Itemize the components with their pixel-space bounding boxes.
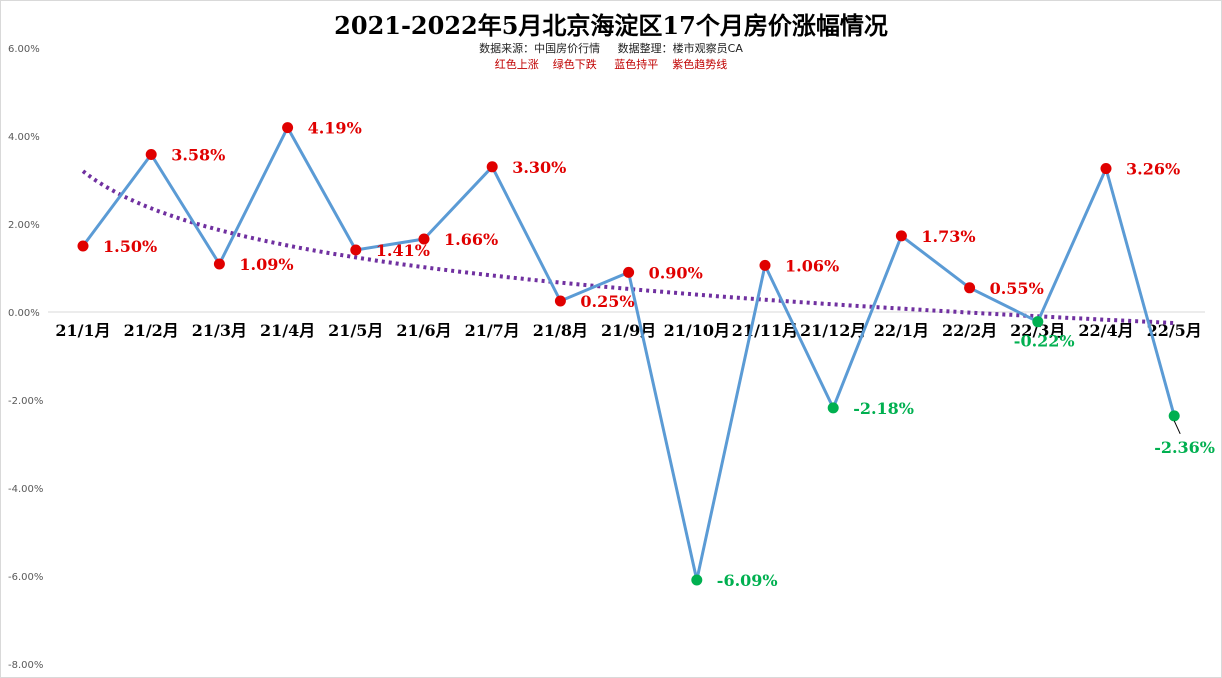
label-leader-line xyxy=(1173,420,1181,435)
trend-line xyxy=(81,169,1175,325)
y-tick-label: -2.00% xyxy=(8,396,43,407)
x-tick-label: 21/2月 xyxy=(124,321,179,340)
chart-title: 2021-2022年5月北京海淀区17个月房价涨幅情况 xyxy=(334,11,888,40)
data-point xyxy=(350,244,362,256)
data-label: 1.66% xyxy=(444,230,498,249)
x-tick-label: 21/5月 xyxy=(328,321,383,340)
y-tick-label: 6.00% xyxy=(8,44,40,55)
data-point xyxy=(895,230,907,242)
data-point xyxy=(145,148,157,160)
data-label: -2.36% xyxy=(1154,438,1215,457)
data-label: 1.50% xyxy=(103,237,157,256)
data-point xyxy=(623,266,635,278)
x-tick-label: 22/3月 xyxy=(1010,321,1065,340)
data-point xyxy=(1168,410,1180,422)
x-tick-label: 22/5月 xyxy=(1147,321,1202,340)
x-tick-label: 21/9月 xyxy=(601,321,656,340)
x-tick-label: 21/11月 xyxy=(732,321,798,340)
x-tick-label: 21/7月 xyxy=(465,321,520,340)
data-point xyxy=(282,122,294,134)
data-label: 0.55% xyxy=(990,279,1044,298)
x-tick-label: 22/2月 xyxy=(942,321,997,340)
x-tick-label: 21/3月 xyxy=(192,321,247,340)
data-label: 1.73% xyxy=(921,227,975,246)
data-label: 3.26% xyxy=(1126,160,1180,179)
y-tick-label: 0.00% xyxy=(8,308,40,319)
y-tick-label: -4.00% xyxy=(8,484,43,495)
y-tick-label: 4.00% xyxy=(8,132,40,143)
data-label: -6.09% xyxy=(717,571,778,590)
y-tick-label: 2.00% xyxy=(8,220,40,231)
chart-legend-note: 红色上涨 绿色下跌 蓝色持平 紫色趋势线 xyxy=(494,58,728,71)
data-label: -2.18% xyxy=(853,399,914,418)
series-line xyxy=(81,126,1176,582)
data-point xyxy=(554,295,566,307)
data-point xyxy=(691,574,703,586)
data-point xyxy=(1032,316,1044,328)
data-label: 0.90% xyxy=(649,263,703,282)
data-point xyxy=(1100,163,1112,175)
data-label: 1.06% xyxy=(785,256,839,275)
data-point xyxy=(759,259,771,271)
data-label: 3.30% xyxy=(512,158,566,177)
data-point xyxy=(418,233,430,245)
data-point xyxy=(213,258,225,270)
x-tick-label: 22/1月 xyxy=(874,321,929,340)
x-tick-label: 21/10月 xyxy=(664,321,730,340)
x-tick-label: 21/8月 xyxy=(533,321,588,340)
data-point xyxy=(827,402,839,414)
x-tick-label: 21/6月 xyxy=(396,321,451,340)
data-label: -0.22% xyxy=(1014,332,1075,351)
data-label: 1.41% xyxy=(376,241,430,260)
data-label: 3.58% xyxy=(171,145,225,164)
x-tick-label: 21/1月 xyxy=(55,321,110,340)
x-tick-label: 21/4月 xyxy=(260,321,315,340)
y-tick-label: -6.00% xyxy=(8,572,43,583)
data-point xyxy=(486,161,498,173)
data-label: 0.25% xyxy=(580,292,634,311)
x-tick-label: 22/4月 xyxy=(1078,321,1133,340)
x-tick-label: 21/12月 xyxy=(800,321,866,340)
chart-subtitle: 数据来源：中国房价行情 数据整理：楼市观察员CA xyxy=(479,42,743,55)
data-point xyxy=(964,282,976,294)
y-tick-label: -8.00% xyxy=(8,660,43,671)
data-label: 1.09% xyxy=(239,255,293,274)
data-label: 4.19% xyxy=(308,119,362,138)
data-point xyxy=(77,240,89,252)
